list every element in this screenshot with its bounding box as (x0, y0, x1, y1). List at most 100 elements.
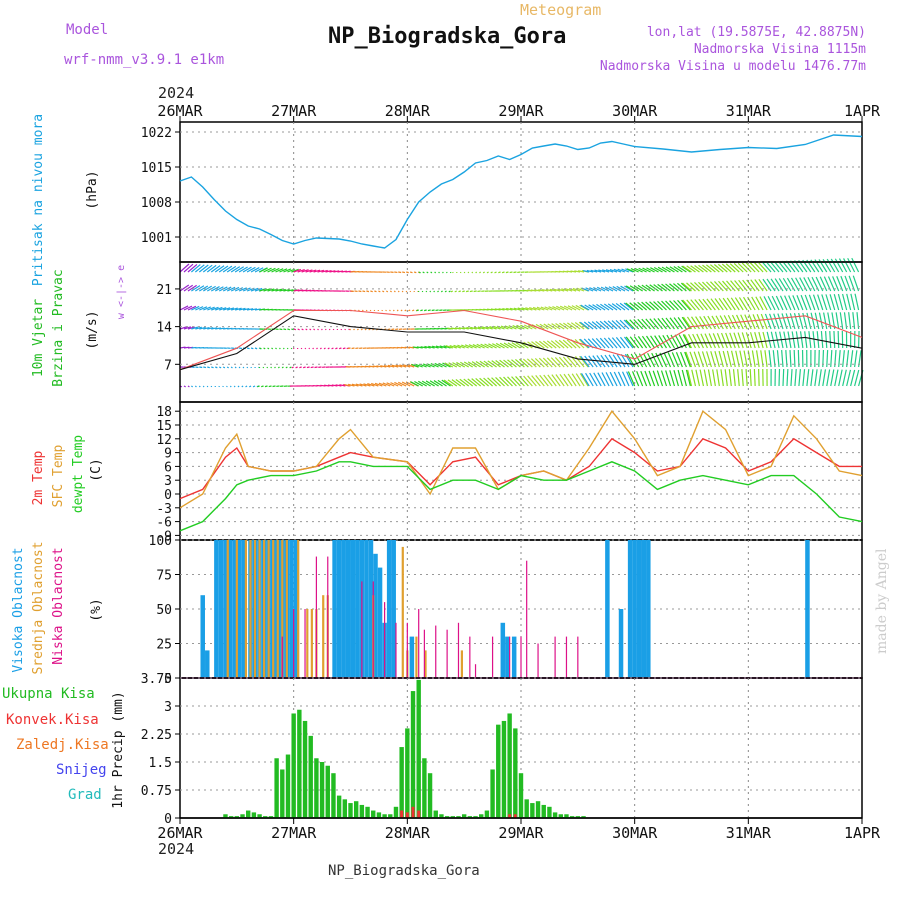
wind-barb-line (194, 385, 197, 388)
wind-barb-line (634, 353, 644, 368)
legend-total: Ukupna Kisa (2, 686, 95, 702)
wind-barb (371, 271, 383, 387)
wind-barb-line (745, 369, 748, 387)
wind-barb (459, 271, 470, 387)
wind-barb-line (359, 383, 367, 387)
wind-barb-line (234, 266, 245, 273)
year-top: 2024 (158, 84, 194, 102)
wind-barb-line (179, 346, 186, 349)
wind-barb-line (406, 271, 409, 274)
wind-barb-line (270, 366, 272, 369)
wind-barb-line (501, 271, 505, 274)
wind-barb (542, 271, 553, 387)
wind-barb-line (574, 270, 581, 273)
wind-barb (218, 265, 229, 388)
wind-barb-line (368, 365, 375, 368)
wind-barb-line (462, 326, 469, 330)
wind-barb-line (764, 350, 768, 368)
wind-barb-line (596, 303, 606, 311)
wind-barb-line (199, 306, 208, 311)
wind-barb-line (720, 332, 728, 349)
wind-barb-line (365, 309, 368, 312)
wind-barb (786, 260, 797, 387)
wind-barb-line (824, 331, 828, 349)
wind-barb-line (187, 385, 190, 388)
wind-barb-line (657, 317, 667, 330)
wind-barb-line (682, 334, 691, 349)
wind-barb-line (254, 308, 261, 311)
wind-barb (603, 269, 614, 387)
wind-barb-line (353, 328, 355, 331)
wind-barb-line (526, 358, 537, 368)
wind-barb-line (191, 385, 194, 388)
precip-bar-0 (365, 806, 370, 818)
clouds-ytick-label: 0 (164, 672, 172, 687)
wind-barb-line (323, 347, 326, 350)
wind-barb-line (400, 309, 403, 312)
wind-barb-line (522, 358, 533, 368)
wind-barb-line (302, 366, 306, 369)
temperature-ytick-label: 3 (164, 474, 172, 489)
wind-barb-line (246, 308, 254, 311)
wind-barb-line (468, 344, 477, 349)
wind-barb (830, 258, 843, 387)
wind-barb-line (495, 359, 505, 368)
temperature-ytick-label: 9 (164, 447, 172, 462)
wind-barb-line (612, 354, 622, 368)
wind-barb-line (372, 365, 379, 368)
wind-barb-line (425, 290, 428, 293)
wind-barb-line (364, 328, 367, 331)
wind-barb-line (637, 301, 647, 311)
precip-bar-0 (234, 816, 240, 818)
wind-barb-line (351, 347, 355, 350)
wind-barb-line (659, 352, 668, 368)
wind-barb-line (526, 289, 533, 292)
cloud-bar-2 (565, 636, 568, 678)
wind-barb-line (358, 290, 362, 293)
wind-barb-line (663, 352, 672, 368)
precip-bar-0 (285, 754, 291, 818)
wind-barb-line (194, 264, 205, 273)
wind-barb-line (837, 293, 844, 311)
wind-barb-line (675, 352, 683, 368)
wind-barb-line (599, 337, 610, 349)
wind-barb-line (254, 347, 258, 350)
wind-barb (257, 267, 268, 388)
wind-barb-line (826, 258, 836, 273)
wind-barb-line (191, 326, 199, 330)
wind-barb-line (500, 325, 509, 330)
wind-barb-line (437, 379, 447, 387)
wind-barb-line (230, 366, 233, 369)
legend-conv: Konvek.Kisa (6, 712, 99, 728)
cloud-bar-0 (377, 567, 383, 678)
precip-bar-0 (484, 810, 490, 818)
wind-ytick-label: 14 (156, 321, 172, 336)
wind-barb-line (530, 289, 537, 292)
wind-barb-line (603, 320, 614, 330)
wind-barb-line (626, 268, 635, 273)
precip-bar-0 (456, 816, 461, 818)
wind-barb-line (238, 366, 241, 369)
precip-bar-0 (427, 773, 433, 818)
wind-barb-line (472, 343, 481, 349)
wind-barb-line (747, 296, 756, 311)
wind-barb-line (539, 374, 549, 387)
wind-barb-line (798, 312, 804, 330)
wind-barb-line (763, 296, 772, 311)
wind-barb (802, 259, 814, 387)
cloud-bar-1 (285, 540, 288, 678)
wind-barb-line (259, 308, 266, 311)
x-tick-label-top: 28MAR (385, 102, 431, 120)
wind-barb-line (287, 289, 294, 292)
wind-barb-line (607, 337, 618, 349)
credit-text: made by Angel (874, 548, 890, 654)
wind-barb-line (378, 382, 387, 387)
wind-barb-line (684, 351, 691, 368)
cloud-bar-2 (554, 636, 556, 678)
cloud-bar-2 (361, 581, 363, 678)
x-tick-label-bottom: 30MAR (612, 824, 658, 842)
wind-barb-line (440, 290, 443, 293)
wind-barb-line (677, 369, 683, 387)
cloud-bar-2 (406, 622, 408, 678)
wind-barb-line (848, 312, 852, 330)
